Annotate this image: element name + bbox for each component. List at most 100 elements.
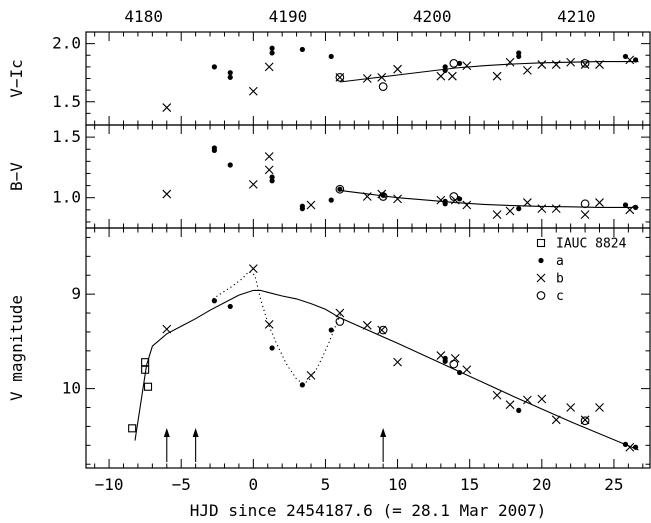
- data-point-a: [211, 298, 217, 304]
- data-point-b: [447, 71, 457, 81]
- data-point-a: [632, 444, 639, 450]
- data-point-a: [269, 50, 275, 56]
- data-point-b: [537, 394, 547, 404]
- arrow-head: [380, 428, 387, 437]
- fit-curve: [339, 189, 639, 208]
- data-point-c: [449, 59, 459, 68]
- data-point-b: [248, 179, 258, 189]
- legend-marker-cross: [536, 273, 546, 283]
- y-tick-label: 1.0: [52, 188, 81, 207]
- panel-frame: [85, 227, 651, 469]
- data-point-a: [632, 57, 639, 63]
- top-tick-label: 4180: [124, 7, 163, 26]
- data-point-b: [580, 60, 590, 69]
- data-point-c: [449, 359, 459, 369]
- data-point-a: [299, 206, 305, 212]
- legend-marker-circle: [536, 291, 546, 300]
- data-point-b: [162, 189, 172, 199]
- bottom-axis-ticks: −10 −5 0 5 10 15 20 25: [95, 475, 624, 494]
- data-point-b: [492, 210, 502, 220]
- x-tick-label: 0: [249, 475, 259, 494]
- y-axis-label: V−Ic: [7, 59, 26, 98]
- data-point-b: [162, 103, 172, 112]
- data-point-a: [211, 64, 217, 70]
- data-point-b: [362, 74, 372, 83]
- fit-curve-decline: [339, 317, 639, 451]
- data-point-b: [566, 57, 576, 67]
- x-tick-label: 25: [604, 475, 623, 494]
- data-point-b: [523, 395, 532, 405]
- data-point-b: [625, 205, 635, 215]
- panel-v-magnitude: 9 10 V magnitude: [7, 227, 651, 469]
- data-point-c: [335, 317, 345, 326]
- data-point-c: [580, 199, 590, 209]
- data-point-c: [580, 416, 590, 426]
- data-point-c: [580, 59, 590, 68]
- data-point-c: [449, 192, 459, 201]
- data-point-b: [551, 60, 561, 69]
- y-tick-label: 10: [62, 379, 81, 398]
- legend-entry-label: IAUC 8824: [556, 237, 627, 252]
- data-point-b: [462, 365, 472, 375]
- data-point-b: [625, 442, 635, 452]
- legend-entry-label: b: [556, 272, 564, 287]
- data-point-a: [328, 53, 334, 60]
- data-point-b: [537, 60, 547, 69]
- legend-entry-label: c: [556, 289, 564, 304]
- data-point-a: [299, 46, 305, 53]
- data-point-c: [378, 192, 388, 201]
- arrow-markers: [163, 428, 387, 462]
- data-point-b: [537, 204, 547, 214]
- x-axis-label: HJD since 2454187.6 (= 28.1 Mar 2007): [190, 501, 546, 520]
- data-point-a: [299, 382, 305, 388]
- data-point-c: [378, 82, 388, 91]
- panel-frame: [85, 124, 651, 229]
- data-point-a: [328, 327, 334, 333]
- data-point-b: [595, 403, 604, 412]
- data-point-a: [442, 67, 448, 73]
- legend-entry-label: a: [556, 254, 564, 269]
- arrow-head: [163, 428, 170, 437]
- data-point-b: [362, 192, 372, 201]
- data-point-c: [378, 325, 388, 335]
- data-point-a: [516, 53, 522, 60]
- data-point-b: [566, 403, 576, 412]
- data-point-b: [492, 390, 502, 400]
- data-point-b: [580, 210, 590, 220]
- data-point-iauc-8824: [143, 382, 153, 391]
- data-point-iauc-8824: [128, 424, 137, 433]
- data-point-b: [436, 71, 446, 81]
- data-point-b: [505, 206, 515, 216]
- data-point-a: [337, 186, 343, 192]
- data-point-b: [393, 194, 402, 204]
- data-point-a: [269, 345, 275, 351]
- legend-marker-square: [536, 238, 546, 248]
- data-point-c: [335, 184, 345, 194]
- panel-v-ic: 1.5 2.0 V−Ic: [7, 31, 651, 126]
- fit-curve: [339, 61, 639, 83]
- data-point-b: [306, 371, 316, 380]
- y-axis-label: B−V: [7, 162, 26, 191]
- data-point-b: [523, 198, 532, 207]
- data-point-a: [516, 407, 522, 413]
- data-point-a: [227, 70, 233, 76]
- data-point-iauc-8824: [141, 365, 150, 374]
- y-axis-label: V magnitude: [7, 295, 26, 401]
- data-point-a: [227, 162, 233, 168]
- data-point-c: [335, 72, 345, 82]
- data-point-b: [377, 325, 387, 335]
- data-point-b: [335, 308, 345, 318]
- data-point-b: [505, 57, 515, 67]
- data-point-a: [328, 197, 334, 203]
- data-point-b: [523, 65, 532, 75]
- data-point-b: [436, 351, 446, 360]
- data-point-b: [551, 204, 561, 214]
- arrow-head: [192, 428, 199, 437]
- x-tick-label: 10: [388, 475, 407, 494]
- x-tick-label: 5: [321, 475, 331, 494]
- data-point-b: [362, 320, 372, 330]
- data-point-b: [580, 415, 590, 425]
- data-point-a: [442, 355, 448, 361]
- y-tick-label: 9: [71, 284, 81, 303]
